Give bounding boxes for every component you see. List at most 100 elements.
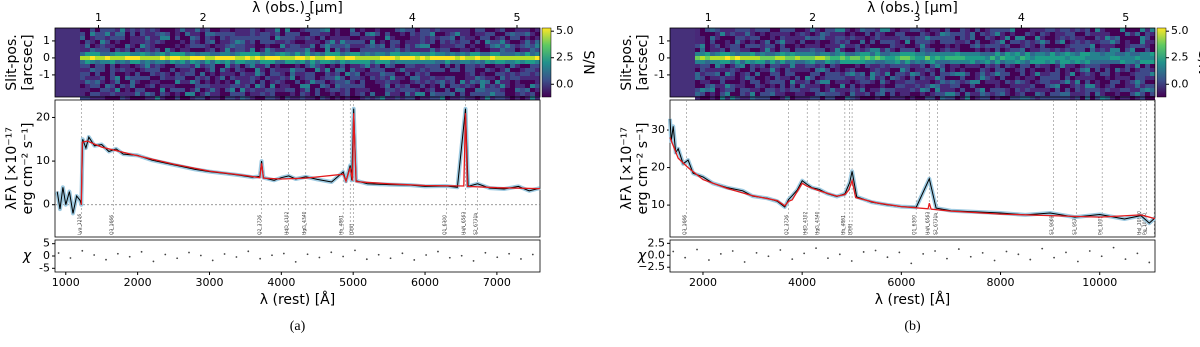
image-pixel — [420, 56, 425, 60]
image-pixel — [705, 52, 710, 56]
image-pixel — [845, 32, 850, 36]
image-pixel — [815, 92, 820, 96]
image-pixel — [750, 84, 755, 88]
image-pixel — [1145, 84, 1150, 88]
image-pixel — [105, 32, 110, 36]
image-pixel — [320, 56, 325, 60]
image-pixel — [1075, 72, 1080, 76]
image-pixel — [420, 88, 425, 92]
residual-point — [1077, 261, 1079, 263]
image-pixel — [975, 68, 980, 72]
image-pixel — [410, 72, 415, 76]
image-pixel — [470, 76, 475, 80]
image-pixel — [450, 56, 455, 60]
image-pixel — [1055, 76, 1060, 80]
image-pixel — [200, 28, 205, 32]
image-pixel — [775, 68, 780, 72]
line-label: S2_6731b — [473, 213, 479, 235]
image-pixel — [765, 72, 770, 76]
image-pixel — [715, 48, 720, 52]
image-pixel — [375, 44, 380, 48]
image-pixel — [1045, 40, 1050, 44]
image-pixel — [940, 40, 945, 44]
image-pixel — [190, 72, 195, 76]
image-pixel — [455, 80, 460, 84]
image-pixel — [1115, 56, 1120, 60]
image-pixel — [1140, 60, 1145, 64]
image-pixel — [790, 40, 795, 44]
image-pixel — [980, 84, 985, 88]
image-pixel — [1060, 68, 1065, 72]
image-pixel — [325, 44, 330, 48]
image-pixel — [400, 80, 405, 84]
line-label: HgG_4340 — [301, 211, 307, 235]
image-pixel — [240, 28, 245, 32]
image-pixel — [160, 28, 165, 32]
image-pixel — [900, 64, 905, 68]
image-pixel — [385, 32, 390, 36]
image-pixel — [1085, 40, 1090, 44]
model-line — [81, 113, 540, 205]
image-pixel — [970, 56, 975, 60]
image-pixel — [110, 48, 115, 52]
image-pixel — [915, 60, 920, 64]
image-pixel — [745, 88, 750, 92]
image-pixel — [815, 40, 820, 44]
image-pixel — [470, 84, 475, 88]
image-pixel — [790, 80, 795, 84]
image-pixel — [135, 56, 140, 60]
image-pixel — [1025, 44, 1030, 48]
image-pixel — [130, 32, 135, 36]
image-pixel — [1115, 36, 1120, 40]
image-pixel — [1090, 64, 1095, 68]
image-pixel — [170, 52, 175, 56]
image-pixel — [295, 92, 300, 96]
image-pixel — [1105, 36, 1110, 40]
image-pixel — [195, 48, 200, 52]
image-pixel — [990, 40, 995, 44]
image-pixel — [1150, 68, 1155, 72]
image-pixel — [310, 36, 315, 40]
image-pixel — [520, 88, 525, 92]
image-pixel — [765, 40, 770, 44]
image-pixel — [1040, 52, 1045, 56]
image-pixel — [390, 32, 395, 36]
image-pixel — [1030, 64, 1035, 68]
image-pixel — [155, 80, 160, 84]
image-pixel — [115, 56, 120, 60]
image-pixel — [265, 88, 270, 92]
image-pixel — [245, 52, 250, 56]
image-pixel — [720, 52, 725, 56]
image-pixel — [990, 76, 995, 80]
image-pixel — [880, 84, 885, 88]
image-pixel — [340, 80, 345, 84]
image-pixel — [125, 88, 130, 92]
image-pixel — [320, 88, 325, 92]
image-pixel — [805, 64, 810, 68]
image-pixel — [870, 48, 875, 52]
y-tick-label: -1 — [654, 68, 665, 81]
image-pixel — [830, 56, 835, 60]
image-pixel — [235, 64, 240, 68]
image-pixel — [785, 84, 790, 88]
image-pixel — [165, 56, 170, 60]
image-pixel — [335, 76, 340, 80]
image-pixel — [450, 64, 455, 68]
image-pixel — [270, 68, 275, 72]
image-pixel — [750, 32, 755, 36]
residual-point — [1136, 252, 1138, 254]
image-pixel — [1090, 48, 1095, 52]
image-pixel — [285, 60, 290, 64]
image-pixel — [205, 40, 210, 44]
image-pixel — [730, 88, 735, 92]
image-pixel — [175, 76, 180, 80]
image-pixel — [120, 92, 125, 96]
image-pixel — [205, 64, 210, 68]
image-pixel — [955, 72, 960, 76]
image-pixel — [490, 44, 495, 48]
image-pixel — [705, 92, 710, 96]
image-pixel — [880, 80, 885, 84]
image-pixel — [1025, 64, 1030, 68]
residual-point — [994, 260, 996, 262]
image-pixel — [125, 28, 130, 32]
